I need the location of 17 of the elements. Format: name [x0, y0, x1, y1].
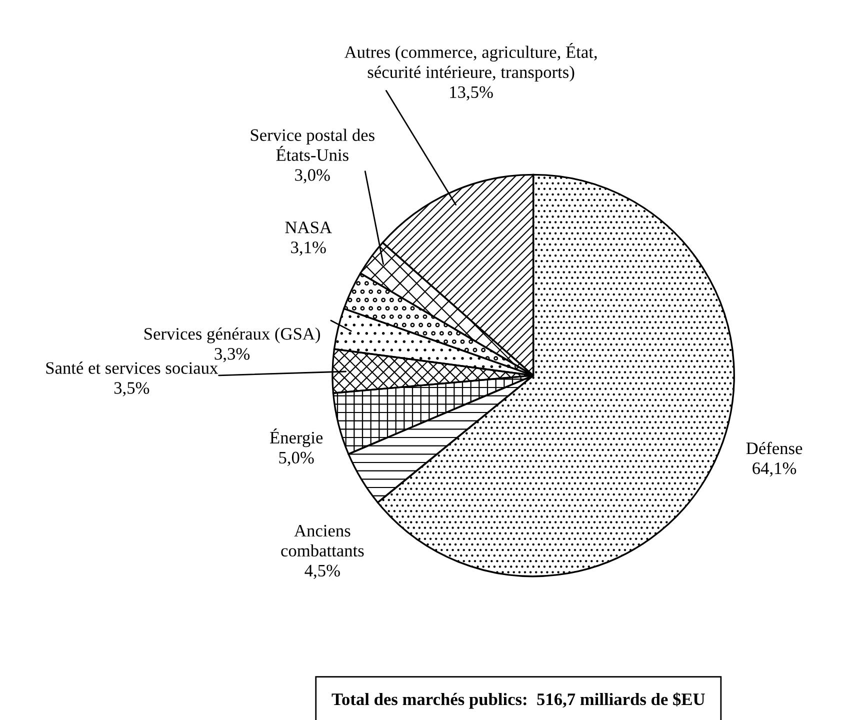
data-label: 64,1% — [752, 462, 796, 477]
slice-label: Anciens combattants — [281, 524, 364, 557]
slice-label: NASA — [285, 222, 332, 234]
data-label: 13,5% — [450, 86, 493, 100]
data-label: 3,3% — [214, 348, 250, 362]
slice-label: Défense — [746, 442, 802, 454]
data-label: 3,5% — [114, 382, 150, 396]
slice-label: Services généraux (GSA) — [144, 327, 320, 344]
slice-label: Autres (commerce, agriculture, État, sécurité intérieure, transports) — [344, 42, 597, 82]
slice-label: Santé et services sociaux — [46, 362, 218, 374]
slice-label: Service postal des États-Unis — [250, 128, 374, 161]
data-label: 3,1% — [291, 242, 326, 256]
data-label: 4,5% — [304, 564, 340, 580]
text: Total des marchés publics: 516,7 milliards de $EU — [332, 692, 705, 709]
slice-label: Énergie — [270, 428, 323, 448]
data-label: 3,0% — [295, 169, 330, 184]
data-label: 5,0% — [279, 452, 314, 466]
